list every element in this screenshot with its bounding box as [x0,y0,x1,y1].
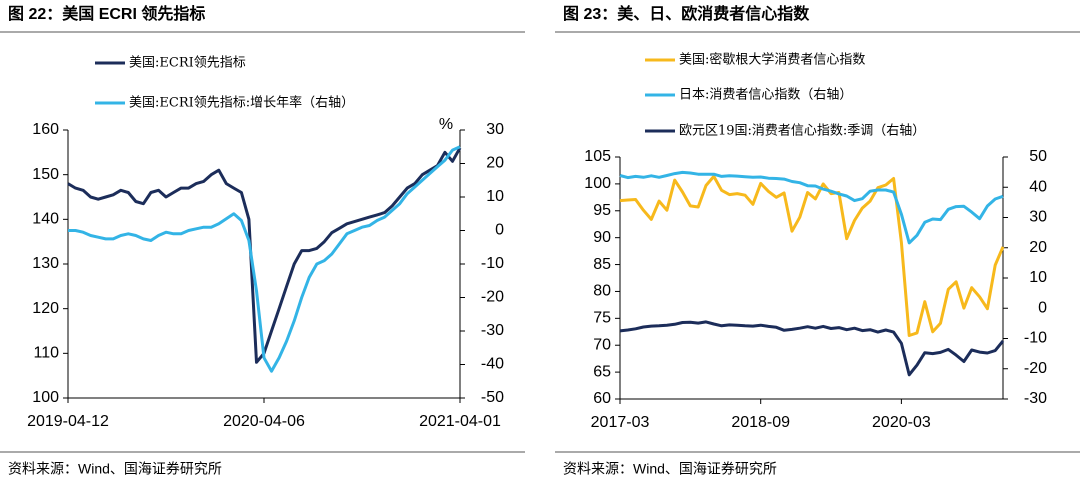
y-tick-label: 105 [584,148,611,165]
y2-tick-label: -10 [481,255,504,272]
y-tick-label: 120 [32,300,59,317]
y-tick-label: 100 [32,389,59,406]
legend-label: 日本:消费者信心指数（右轴） [679,88,852,103]
y-tick-label: 80 [593,283,611,300]
series-line [67,147,462,364]
y2-tick-label: 30 [486,121,504,138]
y-tick-label: 85 [593,256,611,273]
y-tick-label: 65 [593,363,611,380]
y-tick-label: 130 [32,255,59,272]
y-tick-label: 140 [32,211,59,228]
series-line [619,320,1005,377]
x-tick-label: 2017-03 [591,414,650,431]
y2-tick-label: 20 [486,155,504,172]
y2-tick-label: 50 [1029,148,1047,165]
y-tick-label: 110 [33,345,59,362]
x-tick-label: 2020-04-06 [223,413,305,430]
y-tick-label: 60 [593,390,611,407]
y2-tick-label: -40 [481,356,504,373]
y-tick-label: 90 [593,229,611,246]
source: 资料来源：Wind、国海证券研究所 [8,461,222,477]
y2-tick-label: 0 [495,222,504,239]
y2-tick-label: 10 [1029,269,1047,286]
y2-tick-label: -10 [1024,330,1047,347]
y-tick-label: 150 [32,166,59,183]
y2-tick-label: 40 [1029,178,1047,195]
y-tick-label: 100 [584,175,611,192]
y2-tick-label: -30 [481,322,504,339]
source: 资料来源：Wind、国海证券研究所 [563,461,777,477]
x-tick-label: 2021-04-01 [419,413,501,430]
chart-title: 图 22：美国 ECRI 领先指标 [8,4,205,23]
y2-tick-label: 20 [1029,239,1047,256]
y2-tick-label: 10 [486,188,504,205]
series-line [619,174,1005,337]
y2-tick-label: -50 [481,389,504,406]
chart-title: 图 23：美、日、欧消费者信心指数 [563,4,810,23]
legend-label: 美国:ECRI领先指标:增长年率（右轴） [129,95,354,111]
y2-tick-label: -20 [1024,360,1047,377]
y2-tick-label: 0 [1038,299,1047,316]
legend-label: 美国:密歇根大学消费者信心指数 [679,52,865,68]
x-tick-label: 2019-04-12 [27,413,109,430]
y2-tick-label: -20 [481,289,504,306]
x-tick-label: 2018-09 [731,414,790,431]
series-line [619,170,1004,245]
y2-tick-label: -30 [1024,390,1047,407]
y-tick-label: 70 [593,336,611,353]
legend-label: 美国:ECRI领先指标 [129,56,246,71]
y2-axis-label: % [439,116,453,133]
y2-tick-label: 30 [1029,209,1047,226]
x-tick-label: 2020-03 [872,414,931,431]
y-tick-label: 160 [32,121,59,138]
legend-label: 欧元区19国:消费者信心指数:季调（右轴） [679,124,925,139]
y-tick-label: 95 [593,202,611,219]
y-tick-label: 75 [593,310,611,327]
series-line [68,145,461,373]
